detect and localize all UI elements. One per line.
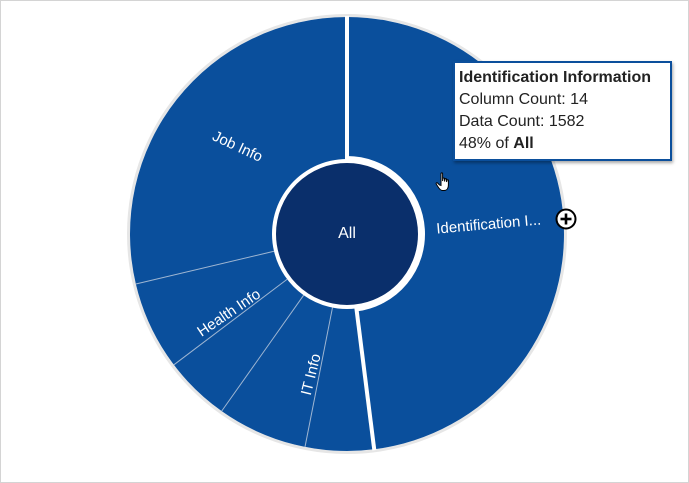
segment-divider-3 — [135, 250, 275, 285]
tooltip-percent-prefix: 48% of — [459, 135, 514, 152]
highlight-separator-1 — [354, 306, 377, 451]
plus-circle-icon[interactable] — [555, 208, 577, 230]
tooltip-percent-target: All — [513, 135, 534, 152]
sub-divider-health-info-0 — [173, 278, 288, 366]
segment-arc-it-info — [221, 295, 375, 451]
center-label: All — [338, 225, 356, 242]
tooltip-data-count: Data Count: 1582 — [459, 113, 585, 130]
outer-outline — [127, 14, 567, 454]
highlight-inner-separator — [346, 156, 425, 312]
segment-arc-health-info — [135, 251, 304, 412]
segment-divider-2 — [221, 294, 305, 412]
tooltip-title: Identification Information — [459, 69, 651, 86]
tooltip-column-count: Column Count: 14 — [459, 91, 588, 108]
center-circle — [274, 161, 420, 307]
sub-divider-it-info-0 — [304, 307, 333, 447]
tooltip-percent: 48% of All — [459, 133, 666, 155]
hand-pointer-icon — [435, 172, 449, 191]
segment-arc-job-info — [129, 17, 347, 284]
tooltip: Identification Information Column Count:… — [453, 61, 672, 161]
